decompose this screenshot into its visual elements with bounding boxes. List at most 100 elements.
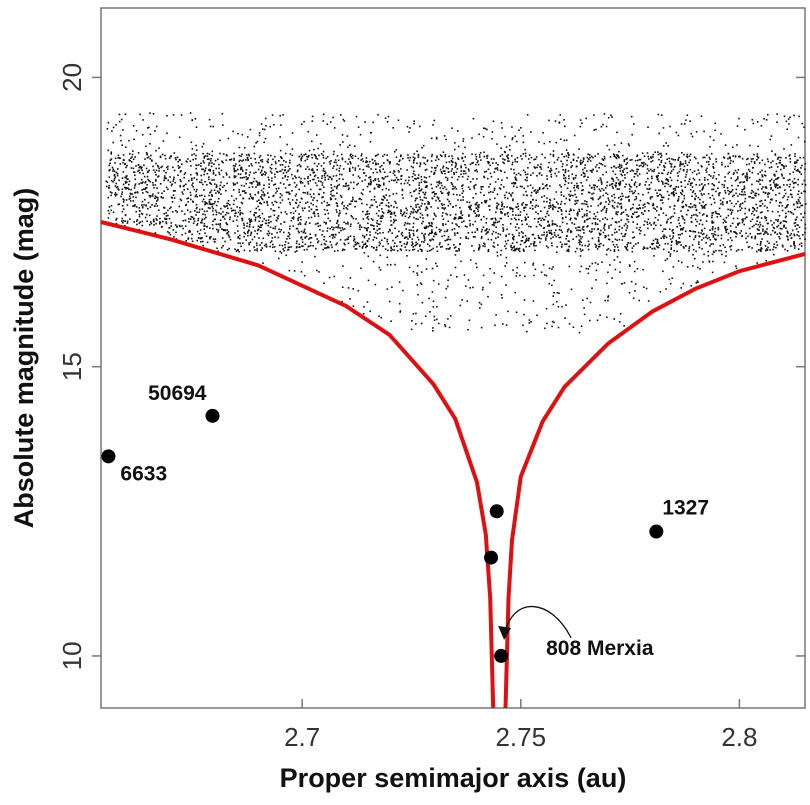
background-dot — [423, 196, 426, 199]
background-dot — [169, 207, 171, 210]
background-dot — [188, 221, 190, 223]
background-dot — [443, 135, 446, 137]
background-dot — [613, 193, 615, 196]
background-dot — [694, 231, 697, 233]
background-dot — [789, 158, 791, 160]
background-dot — [210, 165, 213, 168]
background-dot — [141, 134, 144, 136]
background-dot — [419, 208, 421, 210]
background-dot — [371, 224, 374, 227]
background-dot — [411, 176, 414, 178]
background-dot — [474, 231, 476, 233]
background-dot — [191, 119, 194, 121]
background-dot — [777, 157, 779, 159]
background-dot — [715, 190, 717, 193]
background-dot — [776, 166, 779, 168]
background-dot — [673, 208, 675, 210]
background-dot — [191, 154, 193, 156]
background-dot — [521, 240, 523, 242]
background-dot — [292, 218, 295, 220]
background-dot — [524, 275, 526, 278]
background-dot — [156, 199, 159, 201]
background-dot — [537, 164, 539, 166]
background-dot — [208, 118, 211, 121]
background-dot — [128, 198, 131, 200]
background-dot — [558, 228, 561, 231]
background-dot — [403, 182, 406, 185]
background-dot — [421, 271, 423, 273]
background-dot — [401, 194, 404, 196]
background-dot — [348, 158, 350, 160]
background-dot — [521, 185, 523, 188]
background-dot — [246, 225, 248, 227]
background-dot — [628, 144, 630, 147]
background-dot — [413, 120, 415, 122]
background-dot — [794, 247, 796, 249]
background-dot — [347, 146, 349, 148]
background-dot — [677, 198, 680, 200]
background-dot — [686, 156, 689, 159]
background-dot — [797, 224, 799, 226]
background-dot — [623, 282, 626, 284]
background-dot — [329, 227, 331, 230]
background-dot — [733, 172, 735, 174]
background-dot — [560, 186, 562, 188]
background-dot — [579, 243, 581, 246]
background-dot — [361, 158, 364, 160]
background-dot — [689, 159, 692, 161]
background-dot — [737, 210, 739, 212]
background-dot — [423, 234, 425, 237]
background-dot — [291, 173, 293, 176]
background-dot — [778, 214, 781, 217]
background-dot — [291, 132, 294, 134]
background-dot — [212, 173, 215, 175]
background-dot — [447, 192, 450, 195]
background-dot — [462, 138, 465, 140]
background-dot — [755, 192, 758, 195]
background-dot — [149, 180, 152, 183]
background-dot — [224, 214, 227, 216]
background-dot — [702, 261, 704, 263]
background-dot — [469, 224, 471, 227]
background-dot — [772, 189, 774, 192]
background-dot — [249, 195, 252, 197]
background-dot — [326, 123, 329, 125]
background-dot — [803, 179, 806, 182]
background-dot — [295, 177, 297, 179]
background-dot — [770, 188, 772, 190]
background-dot — [266, 200, 268, 203]
background-dot — [317, 241, 319, 244]
background-dot — [730, 213, 733, 215]
background-dot — [409, 127, 411, 129]
background-dot — [630, 280, 633, 283]
background-dot — [200, 221, 202, 224]
background-dot — [172, 190, 175, 192]
background-dot — [683, 153, 685, 156]
background-dot — [585, 170, 588, 172]
background-dot — [564, 317, 566, 319]
background-dot — [698, 179, 701, 181]
background-dot — [507, 160, 509, 162]
background-dot — [336, 222, 338, 224]
background-dot — [406, 209, 408, 211]
background-dot — [117, 154, 120, 157]
background-dot — [294, 195, 297, 197]
background-dot — [234, 165, 236, 167]
background-dot — [711, 212, 713, 214]
background-dot — [316, 269, 318, 272]
background-dot — [783, 148, 785, 150]
background-dot — [321, 182, 324, 184]
background-dot — [576, 247, 578, 250]
background-dot — [785, 165, 787, 167]
background-dot — [407, 238, 409, 240]
background-dot — [526, 173, 529, 175]
background-dot — [317, 212, 319, 215]
background-dot — [129, 197, 132, 199]
background-dot — [649, 187, 651, 190]
background-dot — [751, 218, 754, 221]
background-dot — [336, 220, 339, 223]
background-dot — [373, 195, 376, 198]
background-dot — [427, 225, 430, 228]
background-dot — [209, 237, 211, 240]
background-dot — [761, 238, 763, 240]
